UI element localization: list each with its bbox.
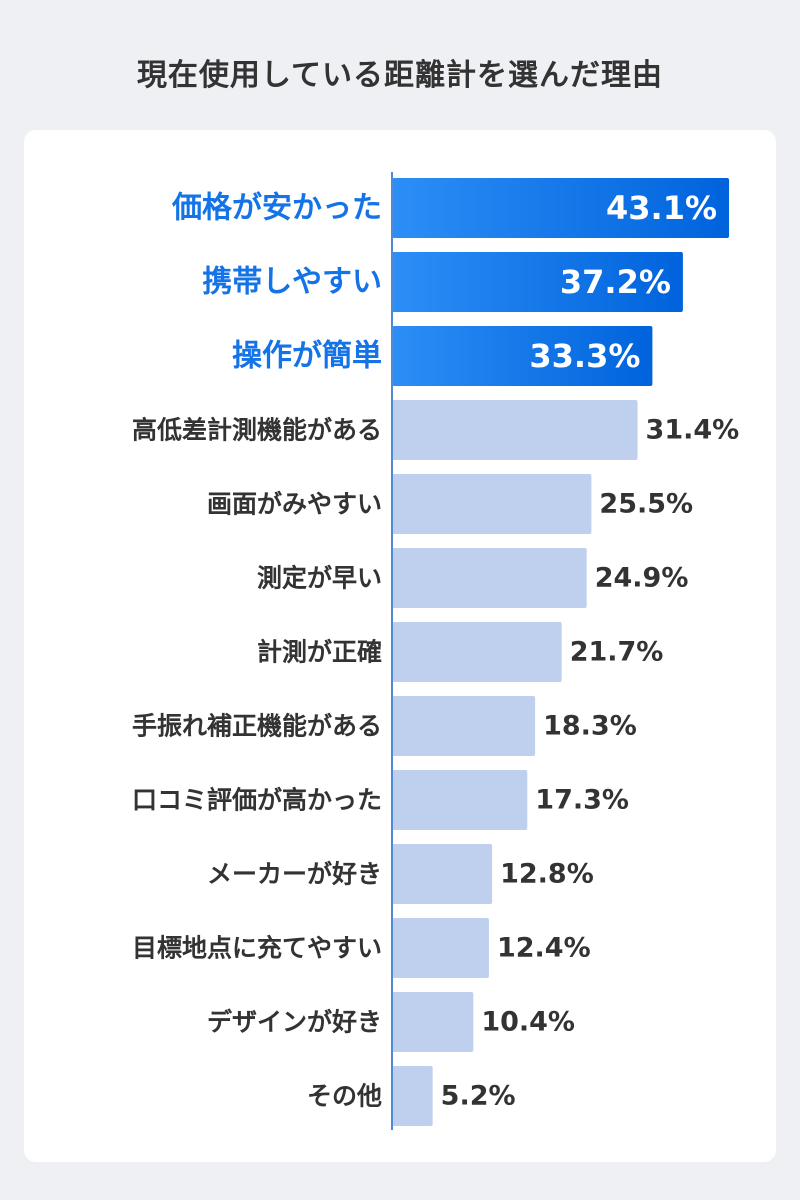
bar-11	[392, 918, 489, 978]
value-label-4: 31.4%	[646, 415, 740, 446]
value-label-13: 5.2%	[441, 1081, 516, 1112]
category-label-11: 目標地点に充てやすい	[132, 934, 382, 963]
value-label-9: 17.3%	[535, 785, 629, 816]
value-label-12: 10.4%	[481, 1007, 575, 1038]
bar-6	[392, 548, 587, 608]
bar-5	[392, 474, 592, 534]
category-label-7: 計測が正確	[257, 638, 382, 667]
category-label-6: 測定が早い	[257, 564, 382, 593]
value-label-5: 25.5%	[599, 489, 693, 520]
bar-7	[392, 622, 562, 682]
value-label-6: 24.9%	[595, 563, 689, 594]
category-label-2: 携帯しやすい	[202, 265, 382, 300]
bar-2	[392, 252, 683, 312]
bar-8	[392, 696, 536, 756]
bar-1	[392, 178, 730, 238]
chart-title: 現在使用している距離計を選んだ理由	[136, 58, 664, 93]
value-label-1: 43.1%	[606, 189, 717, 227]
value-label-11: 12.4%	[497, 933, 591, 964]
bar-12	[392, 992, 474, 1052]
category-label-4: 高低差計測機能がある	[132, 416, 382, 445]
category-label-1: 価格が安かった	[171, 191, 382, 226]
value-label-8: 18.3%	[543, 711, 637, 742]
category-label-8: 手振れ補正機能がある	[132, 712, 382, 741]
bar-9	[392, 770, 528, 830]
bar-13	[392, 1066, 433, 1126]
category-label-5: 画面がみやすい	[207, 490, 382, 519]
bar-10	[392, 844, 493, 904]
category-label-3: 操作が簡単	[232, 339, 382, 374]
category-label-12: デザインが好き	[207, 1008, 382, 1037]
value-label-3: 33.3%	[529, 337, 640, 375]
bar-3	[392, 326, 653, 386]
category-label-9: 口コミ評価が高かった	[132, 786, 382, 815]
bar-4	[392, 400, 638, 460]
value-label-7: 21.7%	[570, 637, 664, 668]
category-label-10: メーカーが好き	[207, 860, 382, 889]
value-label-2: 37.2%	[560, 263, 671, 301]
value-label-10: 12.8%	[500, 859, 594, 890]
category-label-13: その他	[307, 1082, 382, 1111]
